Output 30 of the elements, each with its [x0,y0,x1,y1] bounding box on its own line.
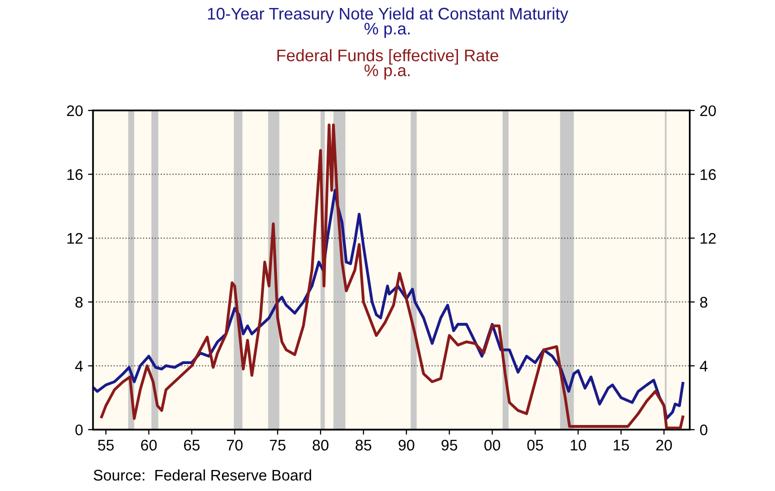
x-tick-label: 70 [226,440,243,451]
line-series [100,123,684,430]
x-tick-label: 55 [98,440,114,451]
y-tick-label: 16 [67,169,83,180]
y-tick-label: 12 [67,233,83,244]
x-tick-label: 85 [356,440,372,451]
y2-tick-label: 20 [700,105,716,116]
y-tick-label: 4 [75,360,83,372]
y2-tick-label: 16 [700,169,716,180]
y2-tick-label: 0 [700,424,708,436]
y-tick-label: 0 [75,424,83,436]
y2-tick-label: 8 [700,296,708,308]
text: 10-Year Treasury Note Yield at Constant Maturity % p.a. [208,7,568,38]
y2-tick-label: 4 [700,360,708,372]
x-tick-label: 60 [141,440,157,451]
y-tick-label: 8 [75,296,83,308]
x-tick-label: 90 [398,440,414,451]
x-tick-label: 75 [270,440,286,451]
y2-tick-label: 12 [700,233,716,244]
x-tick-label: 65 [184,440,200,451]
x-tick-label: 80 [312,440,328,451]
source-note: Source: Federal Reserve Board [94,469,312,481]
text: Federal Funds [effective] Rate % p.a. [277,49,498,80]
x-tick-label: 10 [570,440,586,451]
x-tick-label: 20 [656,440,672,451]
x-tick-label: 00 [484,440,500,451]
x-tick-label: 05 [527,440,544,451]
y-tick-label: 20 [67,105,83,116]
x-tick-label: 95 [442,440,458,451]
x-tick-label: 15 [614,440,629,451]
